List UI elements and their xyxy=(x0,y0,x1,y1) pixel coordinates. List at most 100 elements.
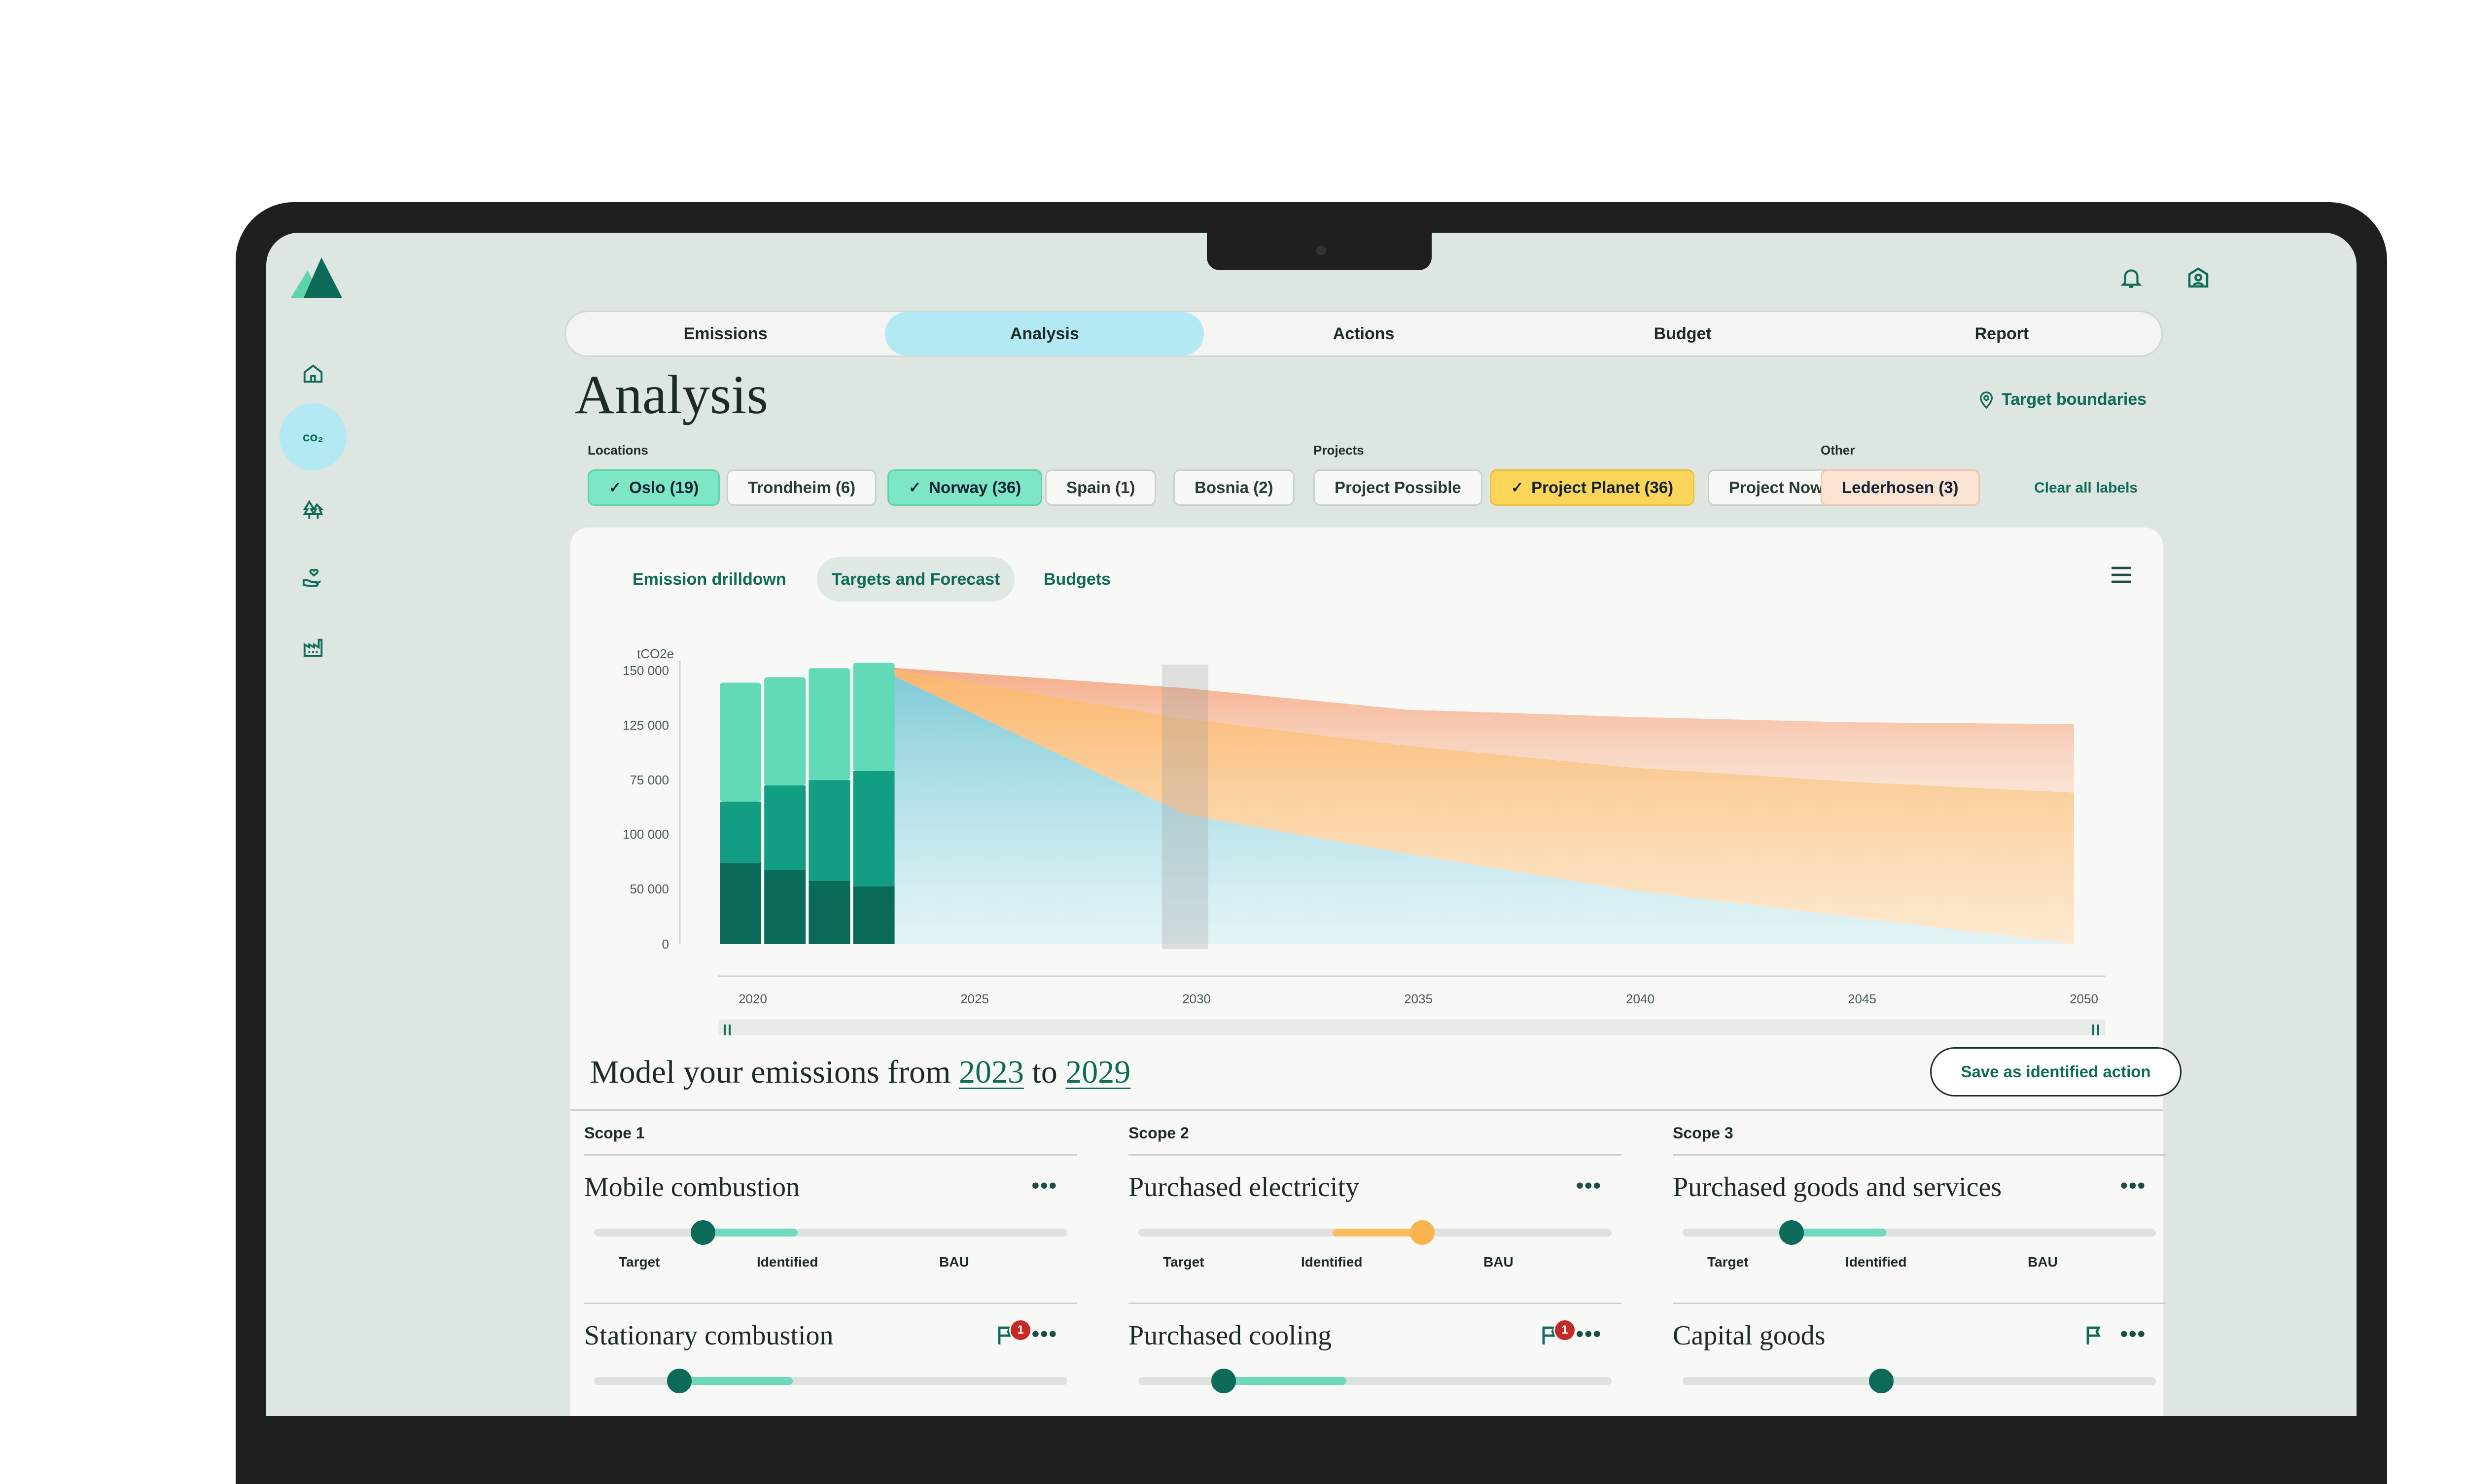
hamburger-menu-icon[interactable] xyxy=(2110,565,2133,585)
more-options-icon[interactable]: ••• xyxy=(1031,1322,1057,1346)
sidebar-item-co2[interactable]: co₂ xyxy=(280,403,347,470)
slider-knob[interactable] xyxy=(667,1369,692,1393)
reduction-slider[interactable] xyxy=(594,1220,1067,1245)
slider-label-target: Target xyxy=(619,1254,660,1270)
category-name: Purchased goods and services xyxy=(1673,1172,2002,1202)
tab-actions[interactable]: Actions xyxy=(1333,324,1395,343)
chip-label: Oslo (19) xyxy=(629,478,699,496)
more-options-icon[interactable]: ••• xyxy=(1031,1173,1057,1198)
other-label: Other xyxy=(1821,443,1855,458)
target-boundaries-label: Target boundaries xyxy=(2002,389,2147,409)
chip-project-planet[interactable]: ✓ Project Planet (36) xyxy=(1490,469,1695,506)
app-screen: co₂ Emissions Analysis Actions Budget Re… xyxy=(266,233,2357,1416)
target-boundaries-link[interactable]: Target boundaries xyxy=(1978,389,2147,409)
notification-badge: 1 xyxy=(1009,1319,1032,1342)
chip-norway[interactable]: ✓ Norway (36) xyxy=(887,469,1043,506)
model-to-year[interactable]: 2029 xyxy=(1065,1054,1131,1090)
slider-label-identified: Identified xyxy=(1301,1254,1363,1270)
more-options-icon[interactable]: ••• xyxy=(2120,1322,2146,1346)
forecast-band-1 xyxy=(874,666,2074,793)
reduction-slider[interactable] xyxy=(594,1369,1067,1393)
model-from-year[interactable]: 2023 xyxy=(958,1054,1024,1090)
more-options-icon[interactable]: ••• xyxy=(2120,1173,2146,1198)
category-name: Mobile combustion xyxy=(584,1172,800,1202)
sidebar-item-home[interactable] xyxy=(291,351,335,395)
more-options-icon[interactable]: ••• xyxy=(1576,1173,1602,1198)
clear-all-labels-link[interactable]: Clear all labels xyxy=(2034,480,2138,496)
reduction-slider[interactable] xyxy=(1138,1369,1612,1393)
slider-label-identified: Identified xyxy=(1845,1254,1907,1270)
scope-title: Scope 1 xyxy=(584,1124,1077,1156)
category-name: Stationary combustion xyxy=(584,1320,834,1351)
emission-category-item: Purchased cooling ••• 1 xyxy=(1128,1304,1621,1416)
camera-dot xyxy=(1316,246,1326,255)
tab-budgets[interactable]: Budgets xyxy=(1044,569,1111,589)
sidebar-item-factory[interactable] xyxy=(291,625,335,670)
bar-2022-segment-3 xyxy=(809,668,850,780)
tab-analysis[interactable]: Analysis xyxy=(885,312,1204,355)
chip-trondheim[interactable]: Trondheim (6) xyxy=(727,469,877,506)
chip-bosnia[interactable]: Bosnia (2) xyxy=(1173,469,1295,506)
range-handle-end[interactable] xyxy=(2092,1025,2099,1035)
tab-budget[interactable]: Budget xyxy=(1654,324,1712,343)
highlight-year-band xyxy=(1162,665,1208,949)
chip-label: Project Now xyxy=(1729,478,1823,496)
chip-label: Project Possible xyxy=(1335,478,1461,496)
bar-2020-segment-1 xyxy=(720,863,762,944)
chip-lederhosen[interactable]: Lederhosen (3) xyxy=(1821,469,1980,506)
tab-targets-forecast[interactable]: Targets and Forecast xyxy=(817,557,1015,601)
slider-knob[interactable] xyxy=(1211,1369,1236,1393)
sidebar-item-trees[interactable] xyxy=(291,488,335,532)
slider-fill xyxy=(1332,1229,1422,1237)
tab-report[interactable]: Report xyxy=(1974,324,2029,343)
flag-icon[interactable] xyxy=(2083,1324,2107,1347)
analysis-card: Emission drilldown Targets and Forecast … xyxy=(570,528,2182,1416)
slider-knob[interactable] xyxy=(690,1220,715,1245)
more-options-icon[interactable]: ••• xyxy=(1576,1322,1602,1346)
y-tick-label: 75 000 xyxy=(630,773,669,787)
bar-2021-segment-3 xyxy=(764,677,806,786)
range-handle-start[interactable] xyxy=(724,1025,731,1035)
page-title: Analysis xyxy=(575,364,768,425)
slider-fill xyxy=(703,1229,798,1237)
x-tick-label: 2040 xyxy=(1626,991,1655,1006)
category-name: Purchased cooling xyxy=(1128,1320,1332,1351)
user-badge-icon[interactable] xyxy=(2185,264,2212,291)
scope-title: Scope 2 xyxy=(1128,1124,1621,1156)
chip-spain[interactable]: Spain (1) xyxy=(1045,469,1157,506)
chip-label: Norway (36) xyxy=(929,478,1021,496)
notification-badge: 1 xyxy=(1553,1319,1576,1342)
chip-label: Lederhosen (3) xyxy=(1842,478,1959,496)
x-tick-label: 2035 xyxy=(1404,991,1433,1006)
chip-oslo[interactable]: ✓ Oslo (19) xyxy=(588,469,720,506)
category-name: Purchased electricity xyxy=(1128,1172,1360,1202)
chip-label: Project Planet (36) xyxy=(1531,478,1674,496)
model-to-word: to xyxy=(1032,1054,1057,1090)
chip-label: Spain (1) xyxy=(1066,478,1135,496)
slider-knob[interactable] xyxy=(1779,1220,1804,1245)
range-slider-track[interactable] xyxy=(718,1020,2105,1035)
chip-project-possible[interactable]: Project Possible xyxy=(1313,469,1482,506)
bell-icon[interactable] xyxy=(2119,265,2144,290)
reduction-slider[interactable] xyxy=(1138,1220,1612,1245)
slider-fill xyxy=(1791,1229,1886,1237)
slider-knob[interactable] xyxy=(1869,1369,1894,1393)
bar-2020-segment-3 xyxy=(720,682,762,802)
save-identified-action-button[interactable]: Save as identified action xyxy=(1930,1047,2182,1096)
mountain-logo[interactable] xyxy=(291,253,345,298)
location-pin-icon xyxy=(1979,391,1993,409)
reduction-slider[interactable] xyxy=(1683,1369,2156,1393)
tab-emissions[interactable]: Emissions xyxy=(683,324,768,343)
emissions-chart: 150 000 125 000 75 000 100 000 50 000 0 2020 2… xyxy=(623,646,2105,1035)
tab-emission-drilldown[interactable]: Emission drilldown xyxy=(633,569,786,589)
bar-2023-segment-3 xyxy=(853,663,895,771)
check-icon: ✓ xyxy=(1511,479,1524,496)
slider-label-bau: BAU xyxy=(939,1254,969,1270)
bar-2020-segment-2 xyxy=(720,802,762,863)
main-tab-bar: Emissions Analysis Actions Budget Report xyxy=(564,311,2163,357)
bar-2022-segment-2 xyxy=(809,780,850,881)
slider-knob[interactable] xyxy=(1410,1220,1435,1245)
sidebar-item-hand-heart[interactable] xyxy=(291,556,335,601)
x-tick-label: 2045 xyxy=(1848,991,1876,1006)
reduction-slider[interactable] xyxy=(1683,1220,2156,1245)
